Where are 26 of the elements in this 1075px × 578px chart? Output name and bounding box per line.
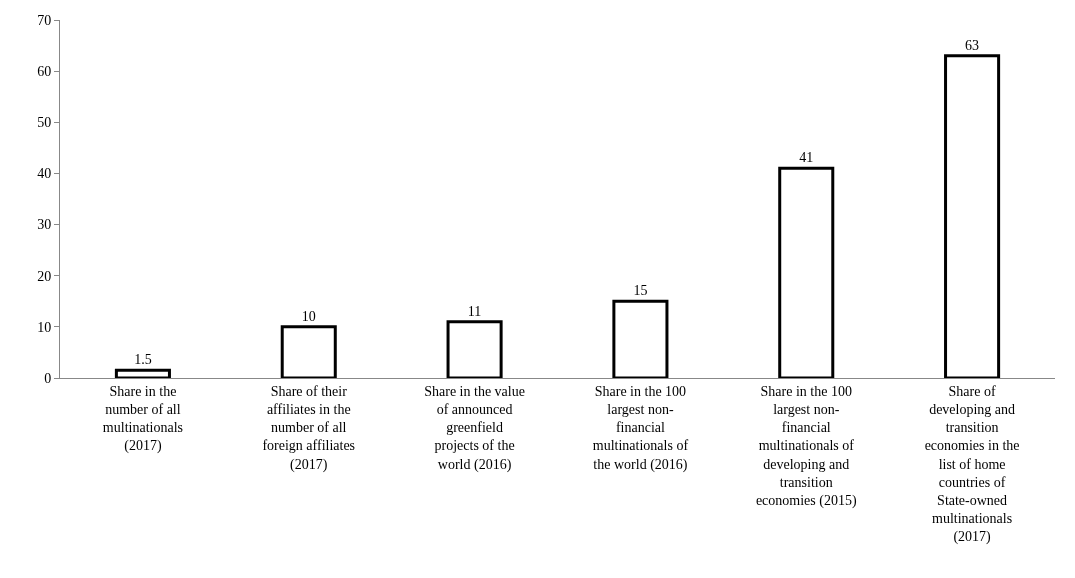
- bar: [612, 299, 669, 378]
- bar: [944, 54, 1001, 378]
- y-tick-label: 20: [37, 268, 52, 284]
- data-label: 11: [467, 303, 482, 319]
- y-tick-label: 40: [37, 166, 52, 182]
- x-tick-label: Share of their affiliates in the number of all foreign affiliates (2017): [262, 383, 356, 473]
- data-label: 15: [633, 283, 648, 299]
- x-tick-label: Share in the number of all multinationals (2017): [102, 383, 183, 455]
- y-tick-label: 70: [37, 12, 52, 28]
- y-tick-label: 0: [44, 370, 52, 386]
- y-tick-label: 10: [37, 319, 52, 335]
- x-tick-label: Share in the 100 largest non-financial multinationals of developing and transition economies (2015): [755, 383, 857, 509]
- data-label: 1.5: [134, 352, 152, 368]
- bar: [280, 325, 337, 378]
- data-label: 10: [301, 308, 316, 324]
- data-label: 41: [799, 150, 814, 166]
- x-tick-label: Share in the value of announced greenfield projects of the world (2016): [424, 383, 525, 473]
- x-tick-label: Share in the 100 largest non-financial multinationals of the world (2016): [592, 383, 689, 473]
- y-tick-label: 30: [37, 217, 52, 233]
- y-tick-label: 50: [37, 115, 52, 131]
- category-label: Share of developing and transition economies in the list of home countries of State-owned multinationals (2017): [924, 383, 1020, 545]
- y-tick-label: 60: [37, 64, 52, 80]
- data-label: 63: [965, 37, 980, 53]
- bar: [778, 166, 835, 378]
- bar: [114, 368, 171, 378]
- bar: [446, 320, 503, 378]
